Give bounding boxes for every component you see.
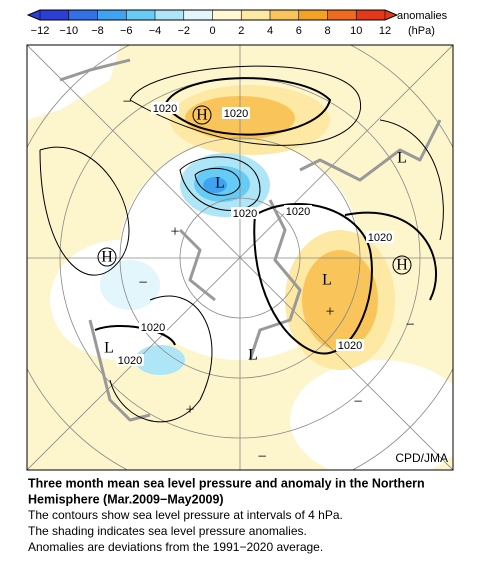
negative-label: −: [122, 94, 131, 111]
low-label: L: [248, 347, 258, 364]
colorbar-segment: [97, 10, 127, 20]
high-label: H: [101, 249, 113, 266]
isobar-label: 1020: [368, 232, 392, 244]
colorbar-tick-label: 8: [324, 25, 330, 37]
colorbar-tick-label: −12: [31, 25, 50, 37]
colorbar-segment: [183, 10, 213, 20]
colorbar-end: [385, 10, 397, 20]
isobar-label: 1020: [141, 322, 165, 334]
colorbar-tick-label: −10: [59, 25, 78, 37]
colorbar-tick-label: 4: [267, 25, 273, 37]
isobar-label-bg: [222, 107, 250, 119]
negative-label: −: [257, 449, 266, 466]
colorbar-segment: [68, 10, 98, 20]
isobar-label-bg: [139, 321, 167, 333]
isobar-label: 1020: [338, 340, 362, 352]
colorbar-tick-label: −4: [149, 25, 162, 37]
map-frame: [26, 44, 454, 471]
high-marker: [192, 105, 212, 125]
colorbar-tick-label: 12: [379, 25, 391, 37]
credit: CPD/JMA: [395, 451, 448, 465]
positive-label: +: [185, 402, 194, 419]
isobar-label-bg: [284, 205, 312, 217]
low-label: L: [322, 272, 332, 289]
negative-label: −: [405, 317, 414, 334]
low-label: L: [104, 340, 114, 357]
positive-label: +: [170, 224, 179, 241]
isobar-label-bg: [366, 231, 394, 243]
colorbar-tick-label: −2: [177, 25, 190, 37]
caption-title: Hemisphere (Mar.2009−May2009): [28, 492, 224, 506]
isobar-label: 1020: [224, 108, 248, 120]
colorbar-tick-label: −6: [120, 25, 133, 37]
colorbar-segment: [327, 10, 357, 20]
colorbar-segment: [126, 10, 156, 20]
negative-label: −: [138, 275, 147, 292]
isobar-label-bg: [116, 354, 144, 366]
isobar-label: 1020: [118, 355, 142, 367]
caption-line: The shading indicates sea level pressure…: [28, 524, 307, 538]
colorbar-segment: [212, 10, 242, 20]
colorbar-segment: [356, 10, 386, 20]
high-marker: [97, 247, 117, 267]
low-label: L: [215, 175, 225, 192]
caption-title: Three month mean sea level pressure and …: [28, 476, 425, 490]
isobar-label: 1020: [233, 208, 257, 220]
isobar-label: 1020: [286, 206, 310, 218]
colorbar-tick-label: 6: [296, 25, 302, 37]
colorbar-tick-label: 0: [209, 25, 215, 37]
negative-label: −: [353, 394, 362, 411]
isobar-label: 1020: [153, 103, 177, 115]
colorbar-segment: [298, 10, 328, 20]
isobar-label-bg: [231, 207, 259, 219]
colorbar-segment: [155, 10, 185, 20]
colorbar-end: [28, 10, 40, 20]
high-marker: [392, 255, 412, 275]
isobar-label-bg: [336, 339, 364, 351]
colorbar-segment: [241, 10, 271, 20]
low-label: L: [397, 150, 407, 167]
colorbar-segment: [270, 10, 300, 20]
isobar-label-bg: [151, 102, 179, 114]
high-label: H: [396, 257, 408, 274]
colorbar-unit: (hPa): [408, 25, 435, 37]
caption-line: The contours show sea level pressure at …: [28, 508, 343, 522]
caption-line: Anomalies are deviations from the 1991−2…: [28, 540, 323, 554]
high-label: H: [196, 107, 208, 124]
colorbar-tick-label: 10: [350, 25, 362, 37]
colorbar-segment: [40, 10, 70, 20]
colorbar-tick-label: −8: [91, 25, 104, 37]
positive-label: +: [325, 304, 334, 321]
colorbar-tick-label: 2: [238, 25, 244, 37]
colorbar-label: anomalies: [397, 10, 448, 22]
